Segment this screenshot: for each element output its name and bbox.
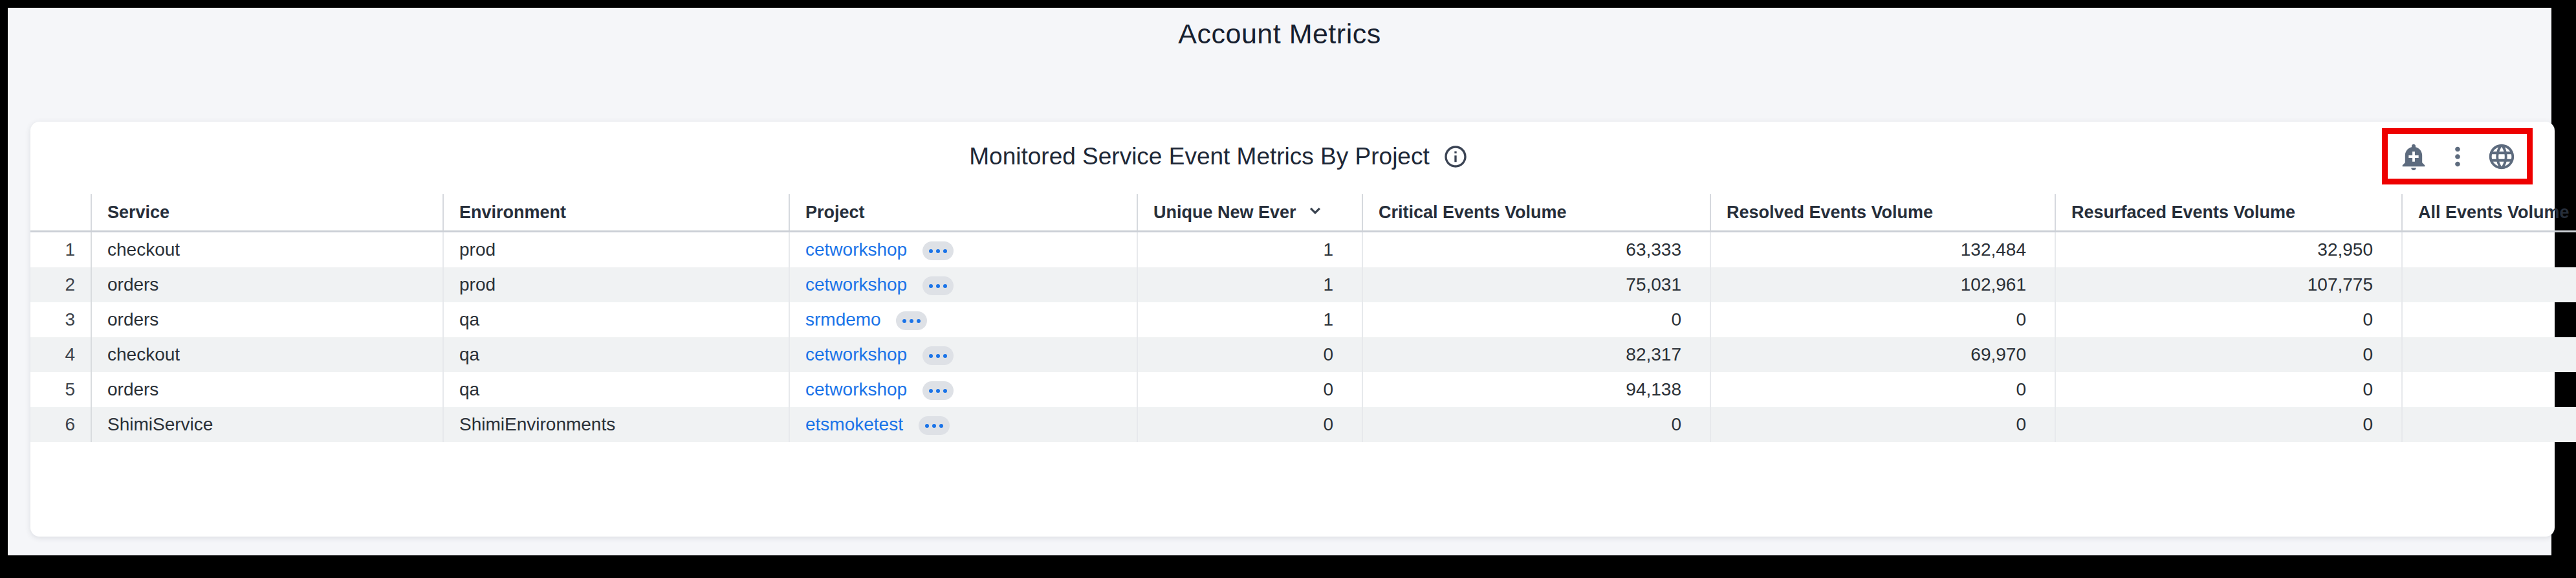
table-header-row: Service Environment Project Unique New E… <box>30 194 2576 232</box>
cell-service: checkout <box>91 337 443 372</box>
cell-unique-new-events: 0 <box>1137 407 1362 442</box>
table-row: 4 checkout qa cetworkshop 0 82,317 69,97… <box>30 337 2576 372</box>
column-header[interactable]: Service <box>91 194 443 232</box>
cell-environment: qa <box>443 372 789 407</box>
cell-environment: prod <box>443 267 789 302</box>
cell-all-events: 179,124 <box>2402 337 2576 372</box>
project-link[interactable]: cetworkshop <box>805 379 907 399</box>
row-number: 2 <box>30 267 91 302</box>
cell-service: orders <box>91 372 443 407</box>
cell-environment: qa <box>443 302 789 337</box>
column-header[interactable]: Environment <box>443 194 789 232</box>
cell-project: cetworkshop <box>789 337 1137 372</box>
cell-resolved-events: 0 <box>1710 407 2055 442</box>
table-row: 3 orders qa srmdemo 1 0 0 0 3,408 <box>30 302 2576 337</box>
annotation-highlight-box <box>2382 128 2533 184</box>
cell-all-events: 143,283 <box>2402 267 2576 302</box>
globe-icon[interactable] <box>2487 142 2516 172</box>
project-link[interactable]: srmdemo <box>805 309 881 329</box>
cell-project: cetworkshop <box>789 267 1137 302</box>
info-icon[interactable] <box>1443 144 1468 170</box>
table-row: 2 orders prod cetworkshop 1 75,031 102,9… <box>30 267 2576 302</box>
cell-unique-new-events: 1 <box>1137 232 1362 268</box>
cell-resurfaced-events: 0 <box>2055 372 2402 407</box>
add-alert-bell-icon[interactable] <box>2399 142 2429 172</box>
cell-environment: prod <box>443 232 789 268</box>
cell-critical-events: 94,138 <box>1362 372 1710 407</box>
table-row: 6 ShimiService ShimiEnvironments etsmoke… <box>30 407 2576 442</box>
card-title: Monitored Service Event Metrics By Proje… <box>969 143 1429 170</box>
column-header[interactable]: Resolved Events Volume <box>1710 194 2055 232</box>
row-number: 3 <box>30 302 91 337</box>
cell-unique-new-events: 1 <box>1137 267 1362 302</box>
row-number-header <box>30 194 91 232</box>
sort-desc-icon <box>1305 201 1325 225</box>
cell-all-events: 6 <box>2402 407 2576 442</box>
row-number: 1 <box>30 232 91 268</box>
cell-resurfaced-events: 0 <box>2055 337 2402 372</box>
cell-all-events: 114,930 <box>2402 232 2576 268</box>
cell-all-events: 3,408 <box>2402 302 2576 337</box>
table-row: 1 checkout prod cetworkshop 1 63,333 132… <box>30 232 2576 268</box>
cell-resolved-events: 69,970 <box>1710 337 2055 372</box>
page-title: Account Metrics <box>8 18 2551 50</box>
column-header[interactable]: Critical Events Volume <box>1362 194 1710 232</box>
project-link[interactable]: etsmoketest <box>805 414 903 434</box>
cell-resurfaced-events: 0 <box>2055 302 2402 337</box>
dashboard-page: Account Metrics Monitored Service Event … <box>8 8 2551 555</box>
table-body: 1 checkout prod cetworkshop 1 63,333 132… <box>30 232 2576 443</box>
cell-resolved-events: 0 <box>1710 372 2055 407</box>
cell-resurfaced-events: 0 <box>2055 407 2402 442</box>
cell-service: ShimiService <box>91 407 443 442</box>
cell-critical-events: 75,031 <box>1362 267 1710 302</box>
table-chart-card: Monitored Service Event Metrics By Proje… <box>30 122 2555 537</box>
column-header[interactable]: Resurfaced Events Volume <box>2055 194 2402 232</box>
project-link[interactable]: cetworkshop <box>805 344 907 364</box>
cell-project: cetworkshop <box>789 232 1137 268</box>
column-header[interactable]: All Events Volume <box>2402 194 2576 232</box>
cell-critical-events: 63,333 <box>1362 232 1710 268</box>
cell-unique-new-events: 1 <box>1137 302 1362 337</box>
cell-project: cetworkshop <box>789 372 1137 407</box>
metrics-table: Service Environment Project Unique New E… <box>30 194 2576 442</box>
cell-critical-events: 82,317 <box>1362 337 1710 372</box>
cell-critical-events: 0 <box>1362 302 1710 337</box>
cell-project: etsmoketest <box>789 407 1137 442</box>
ellipsis-badge[interactable] <box>922 276 954 295</box>
ellipsis-badge[interactable] <box>922 241 954 260</box>
cell-unique-new-events: 0 <box>1137 372 1362 407</box>
cell-service: checkout <box>91 232 443 268</box>
column-header[interactable]: Project <box>789 194 1137 232</box>
cell-project: srmdemo <box>789 302 1137 337</box>
table-row: 5 orders qa cetworkshop 0 94,138 0 0 218… <box>30 372 2576 407</box>
row-number: 4 <box>30 337 91 372</box>
ellipsis-badge[interactable] <box>919 416 950 435</box>
cell-resolved-events: 132,484 <box>1710 232 2055 268</box>
column-header[interactable]: Unique New Ever <box>1137 194 1362 232</box>
cell-service: orders <box>91 302 443 337</box>
cell-unique-new-events: 0 <box>1137 337 1362 372</box>
ellipsis-badge[interactable] <box>922 381 954 400</box>
kebab-menu-icon[interactable] <box>2443 142 2472 172</box>
card-title-row: Monitored Service Event Metrics By Proje… <box>30 140 2555 173</box>
cell-resolved-events: 0 <box>1710 302 2055 337</box>
cell-service: orders <box>91 267 443 302</box>
cell-environment: qa <box>443 337 789 372</box>
cell-resurfaced-events: 32,950 <box>2055 232 2402 268</box>
cell-all-events: 218,456 <box>2402 372 2576 407</box>
project-link[interactable]: cetworkshop <box>805 239 907 260</box>
ellipsis-badge[interactable] <box>896 311 927 330</box>
cell-critical-events: 0 <box>1362 407 1710 442</box>
row-number: 5 <box>30 372 91 407</box>
ellipsis-badge[interactable] <box>922 346 954 365</box>
cell-environment: ShimiEnvironments <box>443 407 789 442</box>
row-number: 6 <box>30 407 91 442</box>
cell-resurfaced-events: 107,775 <box>2055 267 2402 302</box>
cell-resolved-events: 102,961 <box>1710 267 2055 302</box>
project-link[interactable]: cetworkshop <box>805 274 907 295</box>
